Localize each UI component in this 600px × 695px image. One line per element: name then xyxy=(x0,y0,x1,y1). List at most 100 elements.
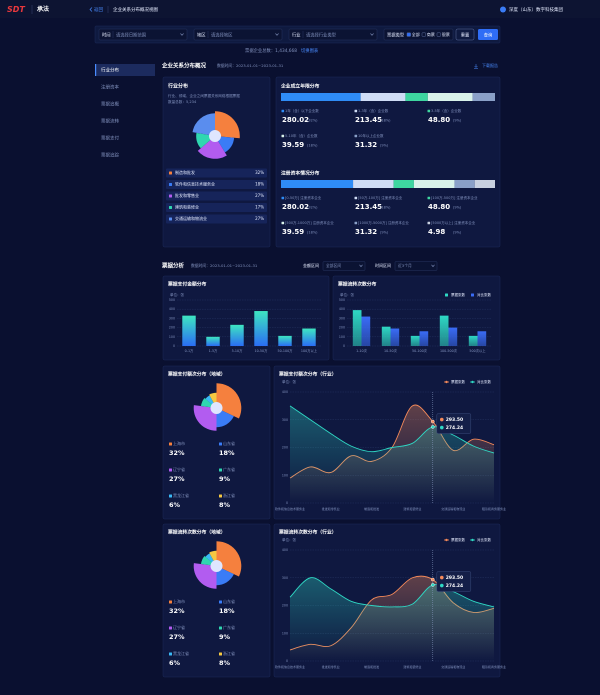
summary-link[interactable]: 切换图表 xyxy=(301,47,319,54)
tooltip-value: 274.24 xyxy=(446,425,463,431)
list-name: 建筑和装修业 xyxy=(175,204,199,210)
x-tick-label: 1-5万 xyxy=(209,349,218,353)
back-link[interactable]: 返回 xyxy=(94,6,103,13)
stat-value: 4.98 xyxy=(428,228,445,236)
select[interactable] xyxy=(193,28,283,41)
legend-label: 对比张数 xyxy=(477,537,491,542)
y-tick-label: 300 xyxy=(169,316,175,320)
stat-value: 39.59 xyxy=(282,228,304,236)
bar xyxy=(410,335,420,346)
active-indicator xyxy=(95,64,97,76)
x-tick-label: 50-100次 xyxy=(412,348,428,353)
select[interactable] xyxy=(322,261,366,271)
list-value: 27% xyxy=(255,216,264,221)
legend-icon xyxy=(219,442,222,446)
legend-icon xyxy=(281,221,285,225)
select[interactable] xyxy=(288,28,378,41)
x-tick-label: 租赁和商务服务业 xyxy=(482,664,506,669)
sidebar-item[interactable]: 票据支付 xyxy=(101,135,119,142)
hover-point xyxy=(430,425,435,429)
panel-desc: 数量总数：5,234 xyxy=(168,99,197,104)
app-name: 承法 xyxy=(37,5,49,13)
region-name: 黑龙江省 xyxy=(173,650,189,656)
x-tick-label: 1-10次 xyxy=(356,348,367,353)
y-tick-label: 500 xyxy=(169,298,175,302)
pie-slice xyxy=(216,541,242,577)
checkbox[interactable] xyxy=(406,32,411,37)
panel-desc: 行业、领域、企业之间票据关系网络根据票据 xyxy=(168,93,240,98)
stat-pct: (32%) xyxy=(307,206,318,210)
stat-pct: (9%) xyxy=(453,206,462,210)
button-label[interactable]: 查询 xyxy=(484,31,493,38)
sidebar-item[interactable]: 票据追踪 xyxy=(101,152,119,159)
list-row xyxy=(166,168,267,178)
x-tick-label: 建筑和装修业 xyxy=(403,506,421,511)
filter-placeholder: 请选择日期范围 xyxy=(116,31,146,38)
stack-segment xyxy=(360,93,406,101)
stat-value: 48.80 xyxy=(428,116,450,124)
legend-icon xyxy=(219,494,222,498)
filter-label: 地区 xyxy=(197,31,206,38)
legend-icon xyxy=(169,600,172,604)
stat-pct: (32%) xyxy=(307,119,318,123)
panel xyxy=(275,76,501,248)
sidebar-item[interactable]: 票据追概 xyxy=(101,101,119,108)
panel-title: 企业成立年限分布 xyxy=(281,83,320,90)
back-icon[interactable] xyxy=(89,7,93,12)
region-name: 浙江省 xyxy=(223,650,235,656)
query-button[interactable] xyxy=(478,29,498,40)
avatar[interactable] xyxy=(500,6,506,13)
download-icon xyxy=(474,64,478,69)
legend-icon xyxy=(427,109,431,113)
hover-point xyxy=(430,419,435,424)
stack-segment xyxy=(454,180,475,188)
region-value: 8% xyxy=(219,659,231,667)
legend-icon xyxy=(169,171,172,175)
download-link[interactable]: 下载报告 xyxy=(482,62,498,68)
legend-icon xyxy=(169,442,172,446)
bar xyxy=(182,315,196,346)
legend-icon xyxy=(445,293,448,297)
x-tick-label: 软件和信息技术服务业 xyxy=(275,664,305,669)
stat-pct: (9%) xyxy=(453,231,462,235)
legend-dot xyxy=(445,380,448,384)
tooltip-value: 293.50 xyxy=(446,417,463,423)
stat-label: 1年（含）以下企业数 xyxy=(285,108,319,113)
stat-value: 280.02 xyxy=(282,203,309,211)
y-tick-label: 0 xyxy=(173,344,175,348)
sidebar-item[interactable]: 票据流转 xyxy=(101,118,119,125)
region-name: 辽宁省 xyxy=(173,624,185,630)
tooltip-dot xyxy=(440,417,444,422)
summary-text: 票据企业总数：1,434,668 xyxy=(245,47,297,54)
legend-icon xyxy=(471,293,474,297)
region-value: 9% xyxy=(219,475,231,483)
line xyxy=(289,577,495,608)
checkbox[interactable] xyxy=(436,32,441,37)
y-tick-label: 300 xyxy=(339,316,345,320)
legend-icon xyxy=(219,600,222,604)
y-tick-label: 100 xyxy=(282,473,288,477)
list-name: 软件和信息技术服务业 xyxy=(175,181,215,187)
button-label[interactable]: 重置 xyxy=(461,31,470,38)
tooltip xyxy=(436,413,472,434)
reset-button[interactable] xyxy=(455,28,475,41)
sidebar-item[interactable]: 行业分布 xyxy=(101,67,119,74)
sidebar-item[interactable]: 注册资本 xyxy=(101,84,119,91)
tooltip-dot xyxy=(440,575,444,580)
x-tick-label: 建筑和装修业 xyxy=(403,664,421,669)
y-tick-label: 200 xyxy=(282,446,288,450)
tooltip-value: 274.24 xyxy=(446,583,463,589)
select[interactable] xyxy=(394,261,438,271)
region-name: 黑龙江省 xyxy=(173,492,189,498)
select[interactable] xyxy=(98,28,188,41)
x-tick-label: 批发和零售业 xyxy=(322,506,340,511)
y-tick-label: 300 xyxy=(282,418,288,422)
checkbox[interactable] xyxy=(421,32,426,37)
bar xyxy=(361,316,371,346)
pie-slice xyxy=(215,111,240,139)
bar xyxy=(302,328,316,346)
stat-pct: (9%) xyxy=(453,119,462,123)
stat-pct: (9%) xyxy=(380,231,389,235)
y-tick-label: 300 xyxy=(282,576,288,580)
y-tick-label: 400 xyxy=(282,390,288,394)
